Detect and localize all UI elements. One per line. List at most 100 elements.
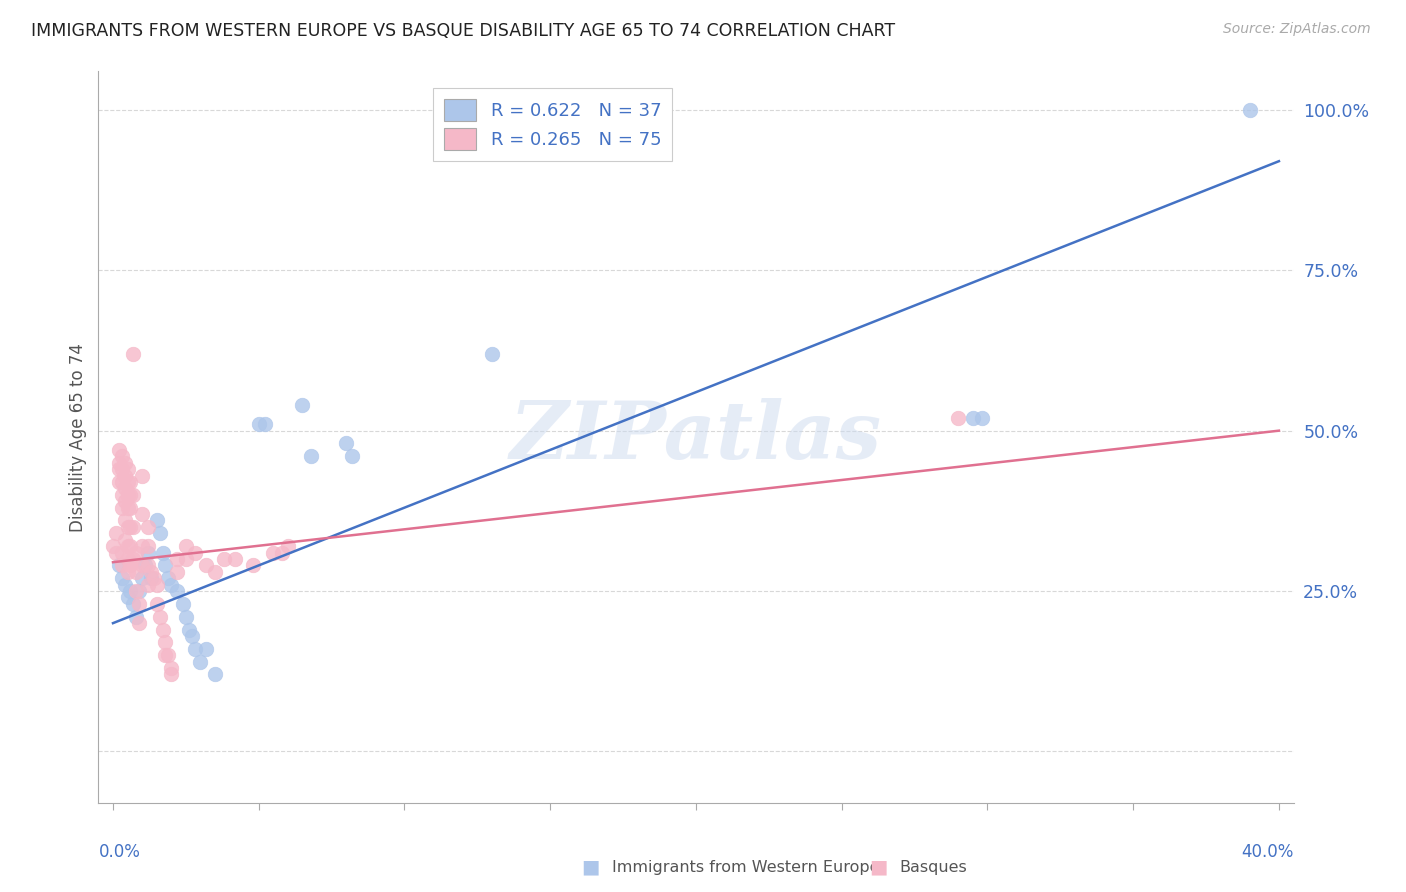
Point [174, 609, 197, 624]
Point [149, 609, 172, 624]
Point [120, 520, 142, 534]
Point [134, 558, 156, 573]
Text: Source: ZipAtlas.com: Source: ZipAtlas.com [1223, 22, 1371, 37]
Point [108, 442, 131, 457]
Point [131, 571, 153, 585]
Y-axis label: Disability Age 65 to 74: Disability Age 65 to 74 [69, 343, 87, 532]
Point [117, 500, 139, 515]
Point [128, 597, 150, 611]
Point [122, 597, 145, 611]
Point [125, 565, 148, 579]
Point [114, 456, 136, 470]
Point [145, 577, 167, 591]
Point [120, 539, 142, 553]
Point [117, 462, 139, 476]
Point [172, 597, 194, 611]
Point [101, 539, 124, 553]
Point [120, 488, 142, 502]
Point [180, 629, 202, 643]
Point [145, 597, 167, 611]
Point [136, 577, 159, 591]
Point [970, 410, 993, 425]
Point [120, 558, 142, 573]
Text: ZIPatlas: ZIPatlas [510, 399, 882, 475]
Point [195, 641, 218, 656]
Point [114, 494, 136, 508]
Point [117, 520, 139, 534]
Point [131, 539, 153, 553]
Point [136, 558, 159, 573]
Point [111, 450, 134, 464]
Point [128, 584, 150, 599]
Point [291, 398, 314, 412]
Point [160, 667, 183, 681]
Point [111, 545, 134, 559]
Point [114, 533, 136, 547]
Point [125, 545, 148, 559]
Point [117, 565, 139, 579]
Point [1239, 103, 1261, 117]
Point [247, 417, 270, 432]
Point [136, 520, 159, 534]
Point [262, 545, 284, 559]
Point [125, 609, 148, 624]
Point [120, 584, 142, 599]
Point [335, 436, 357, 450]
Text: ■: ■ [869, 857, 889, 877]
Point [122, 346, 145, 360]
Point [155, 558, 177, 573]
Point [145, 514, 167, 528]
Point [117, 488, 139, 502]
Point [108, 456, 131, 470]
Point [114, 468, 136, 483]
Point [120, 500, 142, 515]
Point [948, 410, 970, 425]
Text: Basques: Basques [900, 860, 967, 874]
Point [104, 526, 127, 541]
Point [195, 558, 218, 573]
Point [114, 482, 136, 496]
Point [108, 462, 131, 476]
Text: ■: ■ [581, 857, 600, 877]
Point [149, 526, 172, 541]
Point [117, 539, 139, 553]
Point [299, 450, 322, 464]
Point [190, 655, 212, 669]
Point [481, 346, 503, 360]
Point [155, 648, 177, 663]
Point [166, 552, 188, 566]
Point [136, 545, 159, 559]
Text: 0.0%: 0.0% [98, 843, 141, 861]
Point [204, 667, 226, 681]
Point [108, 558, 131, 573]
Point [152, 545, 174, 559]
Point [142, 571, 165, 585]
Point [125, 584, 148, 599]
Text: IMMIGRANTS FROM WESTERN EUROPE VS BASQUE DISABILITY AGE 65 TO 74 CORRELATION CHA: IMMIGRANTS FROM WESTERN EUROPE VS BASQUE… [31, 22, 896, 40]
Point [136, 539, 159, 553]
Point [111, 500, 134, 515]
Point [183, 641, 205, 656]
Point [108, 475, 131, 489]
Point [253, 417, 276, 432]
Point [114, 577, 136, 591]
Point [111, 462, 134, 476]
Point [224, 552, 246, 566]
Point [174, 552, 197, 566]
Point [155, 635, 177, 649]
Point [157, 648, 180, 663]
Point [152, 623, 174, 637]
Text: Immigrants from Western Europe: Immigrants from Western Europe [612, 860, 879, 874]
Point [117, 552, 139, 566]
Point [271, 545, 294, 559]
Point [160, 661, 183, 675]
Point [122, 520, 145, 534]
Legend: R = 0.622   N = 37, R = 0.265   N = 75: R = 0.622 N = 37, R = 0.265 N = 75 [433, 87, 672, 161]
Point [160, 577, 183, 591]
Point [157, 571, 180, 585]
Point [340, 450, 363, 464]
Text: 40.0%: 40.0% [1241, 843, 1294, 861]
Point [131, 558, 153, 573]
Point [174, 539, 197, 553]
Point [131, 468, 153, 483]
